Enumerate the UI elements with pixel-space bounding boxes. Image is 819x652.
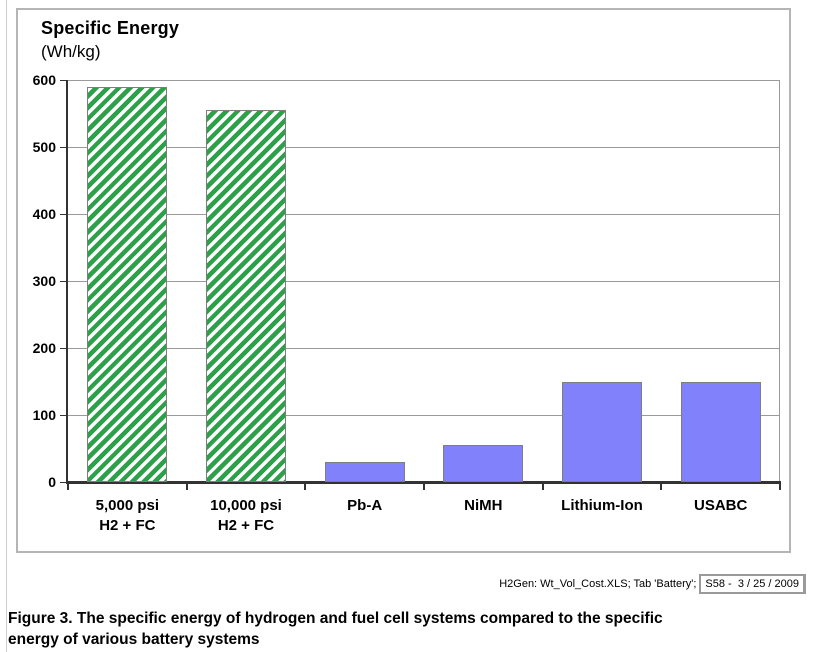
x-category-label-line: Pb-A [347, 497, 383, 514]
bar-nimh [443, 445, 524, 482]
y-axis-label-100: 100 [32, 407, 56, 423]
x-tick-2 [304, 484, 307, 490]
caption-line-2: energy of various battery systems [8, 631, 260, 648]
y-tick-400 [60, 214, 67, 215]
x-category-label-5000-psi-h2-fc: 5,000 psi H2 + FC [68, 496, 187, 536]
y-axis-label-0: 0 [48, 474, 56, 490]
x-category-label-10000-psi-h2-fc: 10,000 psi H2 + FC [187, 496, 306, 536]
y-tick-0 [60, 482, 67, 483]
gridline-500 [68, 147, 780, 148]
chart-unit-label: (Wh/kg) [41, 42, 101, 61]
scan-edge-artifact [6, 0, 7, 652]
source-note-text: H2Gen: Wt_Vol_Cost.XLS; Tab 'Battery'; [499, 578, 697, 590]
x-tick-5 [660, 484, 663, 490]
caption-line-1: Figure 3. The specific energy of hydroge… [8, 610, 663, 627]
y-axis-label-500: 500 [32, 139, 56, 155]
plot-area [68, 80, 780, 482]
y-tick-600 [60, 80, 67, 81]
x-category-label-usabc: USABC [661, 496, 780, 516]
x-tick-3 [423, 484, 425, 490]
gridline-600 [68, 80, 780, 81]
x-tick-6 [779, 484, 781, 490]
x-category-label-line: Lithium-Ion [561, 497, 643, 514]
y-axis-line [66, 80, 68, 484]
x-category-label-nimh: NiMH [424, 496, 543, 516]
source-ref-box: S58 - 3 / 25 / 2009 [699, 574, 806, 594]
y-tick-300 [60, 281, 67, 282]
gridline-400 [68, 214, 780, 215]
x-tick-0 [67, 484, 69, 490]
gridline-300 [68, 281, 780, 282]
x-category-label-line: H2 + FC [217, 517, 275, 534]
x-category-label-line: USABC [693, 497, 748, 514]
y-tick-500 [60, 147, 67, 148]
x-tick-4 [541, 484, 544, 490]
y-tick-200 [60, 348, 67, 349]
gridline-100 [68, 415, 780, 416]
bar-pb-a [324, 461, 405, 482]
x-category-label-lithium-ion: Lithium-Ion [543, 496, 662, 516]
bar-usabc [680, 381, 761, 482]
x-axis-line [66, 481, 781, 484]
figure-caption: Figure 3. The specific energy of hydroge… [8, 608, 814, 650]
y-axis-label-300: 300 [32, 273, 56, 289]
y-axis-label-200: 200 [32, 340, 56, 356]
x-category-label-line: 5,000 psi [95, 497, 160, 514]
y-tick-100 [60, 415, 67, 416]
bar-10000-psi-h2-fc [206, 110, 286, 482]
x-tick-1 [185, 484, 188, 490]
bar-lithium-ion [562, 381, 642, 482]
chart-title: Specific Energy [41, 18, 180, 38]
y-axis-label-400: 400 [32, 206, 56, 222]
bar-5000-psi-h2-fc [87, 86, 168, 482]
x-category-label-line: NiMH [464, 497, 503, 514]
y-axis-label-600: 600 [32, 72, 56, 88]
gridline-200 [68, 348, 780, 349]
source-note: H2Gen: Wt_Vol_Cost.XLS; Tab 'Battery'; S… [499, 574, 806, 594]
x-category-label-line: 10,000 psi [210, 497, 282, 514]
x-category-label-line: H2 + FC [99, 517, 156, 534]
x-category-label-pb-a: Pb-A [305, 496, 424, 516]
